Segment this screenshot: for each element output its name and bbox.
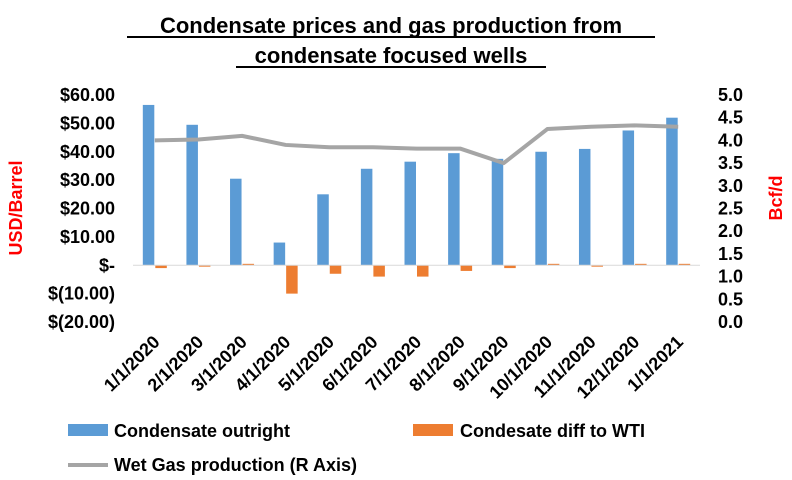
bar-condensate-outright — [491, 158, 504, 266]
line-wet-gas-production — [154, 123, 679, 166]
right-tick-label: 5.0 — [718, 85, 743, 105]
bar-condensate-outright — [273, 242, 286, 266]
bar-condensate-diff — [155, 265, 167, 269]
right-tick-label: 4.0 — [718, 130, 743, 150]
legend-label-condensate-outright: Condensate outright — [114, 421, 290, 441]
left-tick-label: $30.00 — [60, 170, 115, 190]
bar-condensate-outright — [317, 194, 329, 266]
bar-condensate-diff — [373, 265, 385, 277]
bar-condensate-outright — [360, 168, 373, 266]
legend-swatch-condensate-diff — [413, 424, 453, 436]
left-tick-label: $- — [99, 255, 115, 275]
bar-condensate-diff — [504, 265, 516, 269]
bars-group — [142, 104, 691, 294]
legend: Condensate outright Condesate diff to WTI… — [68, 421, 645, 475]
bar-condensate-diff — [591, 265, 603, 267]
left-tick-label: $60.00 — [60, 85, 115, 105]
left-tick-label: $(20.00) — [48, 312, 115, 332]
right-tick-label: 1.5 — [718, 244, 743, 264]
left-tick-label: $50.00 — [60, 113, 115, 133]
bar-condensate-outright — [142, 104, 155, 266]
chart-title-line1: Condensate prices and gas production fro… — [160, 13, 622, 38]
right-tick-label: 2.5 — [718, 199, 743, 219]
bar-condensate-outright — [666, 117, 678, 266]
left-tick-label: $40.00 — [60, 142, 115, 162]
bar-condensate-outright — [404, 161, 416, 266]
bar-condensate-outright — [578, 148, 591, 266]
right-tick-label: 2.0 — [718, 221, 743, 241]
bar-condensate-outright — [448, 153, 460, 266]
legend-swatch-condensate-outright — [68, 424, 108, 436]
bar-condensate-diff — [678, 263, 691, 266]
bar-condensate-outright — [535, 151, 547, 266]
bar-condensate-diff — [460, 265, 473, 271]
chart-title-line2: condensate focused wells — [255, 43, 528, 68]
right-tick-label: 4.5 — [718, 108, 743, 128]
left-tick-label: $20.00 — [60, 199, 115, 219]
bar-condensate-diff — [286, 265, 298, 294]
y-axis-left-label: USD/Barrel — [6, 160, 26, 255]
y-axis-right-label: Bcf/d — [766, 176, 786, 221]
right-tick-label: 3.5 — [718, 153, 743, 173]
bar-condensate-diff — [635, 263, 647, 266]
bar-condensate-diff — [329, 265, 342, 274]
bar-condensate-diff — [417, 265, 429, 277]
bar-condensate-outright — [186, 124, 198, 266]
right-tick-label: 1.0 — [718, 267, 743, 287]
left-tick-label: $10.00 — [60, 227, 115, 247]
bar-condensate-diff — [547, 263, 560, 266]
x-tick-labels: 1/1/20202/1/20203/1/20204/1/20205/1/2020… — [100, 332, 687, 403]
bar-condensate-diff — [198, 265, 211, 267]
right-tick-labels: 5.0 4.54.0 3.5 3.0 2.52.0 1.5 1.00.5 0.0 — [718, 85, 743, 332]
right-tick-label: 3.0 — [718, 176, 743, 196]
left-tick-label: $(10.00) — [48, 284, 115, 304]
bar-condensate-outright — [230, 178, 242, 266]
legend-label-wet-gas: Wet Gas production (R Axis) — [114, 455, 357, 475]
right-tick-label: 0.5 — [718, 289, 743, 309]
right-tick-label: 0.0 — [718, 312, 743, 332]
legend-label-condensate-diff: Condesate diff to WTI — [460, 421, 645, 441]
bar-condensate-diff — [242, 263, 255, 266]
bar-condensate-outright — [622, 130, 635, 266]
left-tick-labels: $60.00 $50.00 $40.00 $30.00 $20.00 $10.00 $- $(… — [48, 85, 115, 332]
line-series-group — [154, 123, 679, 166]
